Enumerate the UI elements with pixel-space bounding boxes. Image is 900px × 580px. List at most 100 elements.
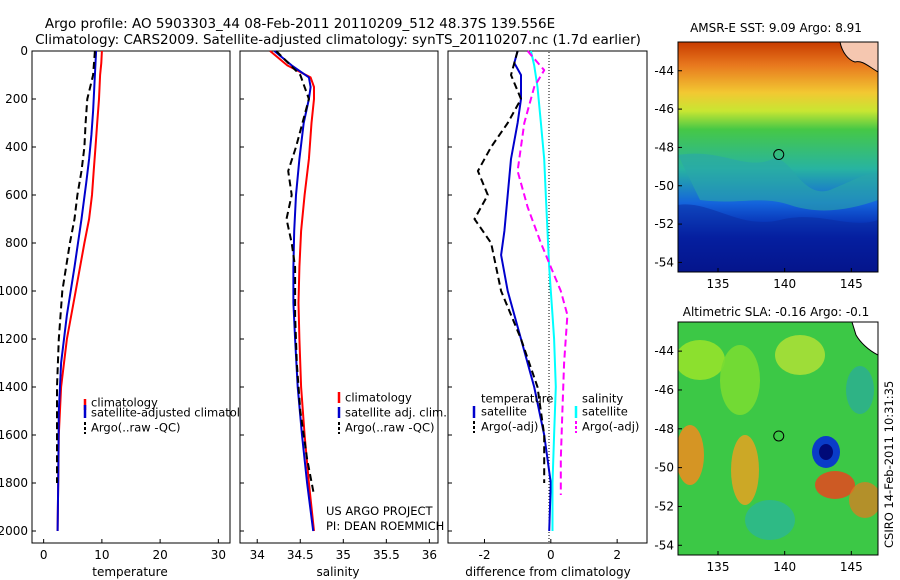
y-tick-label: 800 — [5, 236, 28, 250]
y-tick-label: 0 — [20, 44, 28, 58]
series-line-argo-raw-qc- — [56, 50, 96, 483]
series-line-satellite — [500, 50, 552, 532]
argo-location-marker — [773, 149, 785, 161]
series-line-satellite-adjusted-climatology — [56, 50, 98, 532]
salinity-legend-climatology: climatology — [345, 391, 412, 405]
sst-cold-water — [678, 204, 878, 272]
salinity-xlabel: salinity — [316, 565, 359, 579]
x-tick-label: 35.5 — [373, 548, 400, 562]
salinity-legend-argo: Argo(..raw -QC) — [345, 421, 435, 435]
credit-project: US ARGO PROJECT — [326, 504, 434, 518]
map-y-tick-label: -54 — [654, 255, 674, 269]
sla-map-frame — [677, 321, 879, 556]
temperature-panel: 0 10 20 30 0 200 400 600 800 1000 1200 1400 1600 1800… — [0, 44, 261, 579]
map-y-tick-label: -52 — [654, 499, 674, 513]
temperature-legend-argo: Argo(..raw -QC) — [91, 421, 181, 435]
sla-blob — [678, 340, 725, 380]
sla-map-panel: Altimetric SLA: -0.16 Argo: -0.1 135 140 1… — [654, 305, 879, 574]
x-tick-label: -2 — [478, 548, 490, 562]
tasmania-coast — [839, 42, 878, 73]
temperature-legend-satellite: satellite-adjusted climatology — [91, 406, 261, 420]
map-y-tick-label: -50 — [654, 461, 674, 475]
map-y-tick-label: -46 — [654, 383, 674, 397]
y-tick-label: 600 — [5, 188, 28, 202]
salinity-legend-satellite: satellite adj. clim. — [345, 406, 447, 420]
x-tick-label: 34.5 — [287, 548, 314, 562]
figure-title-line1: Argo profile: AO 5903303_44 08-Feb-2011 … — [45, 16, 555, 32]
y-tick-label: 1600 — [0, 428, 28, 442]
difference-legend-sal-satellite: satellite — [582, 405, 628, 419]
difference-axes — [447, 50, 648, 544]
difference-legend-sal-argo: Argo(-adj) — [582, 420, 639, 434]
series-line-climatology — [56, 50, 103, 532]
temperature-legend-climatology: climatology — [91, 396, 158, 410]
sla-blob — [720, 345, 760, 415]
map-y-tick-label: -44 — [654, 344, 674, 358]
temperature-legend: climatology satellite-adjusted climatolo… — [83, 396, 261, 435]
difference-panel: -2 0 2 difference from climatology tempera… — [447, 50, 648, 579]
y-tick-label: 2000 — [0, 524, 28, 538]
difference-legend-temp-argo: Argo(-adj) — [481, 420, 538, 434]
difference-legend-salinity-header: salinity — [582, 392, 623, 406]
salinity-axes — [239, 50, 439, 544]
x-tick-label: 0 — [40, 548, 48, 562]
map-x-tick-label: 135 — [707, 277, 730, 291]
sla-blob — [819, 444, 833, 460]
series-line-satellite — [529, 50, 557, 531]
salinity-panel: 34 34.5 35 35.5 36 salinity climatology sate… — [239, 50, 447, 579]
sla-blob — [745, 500, 795, 540]
temperature-xlabel: temperature — [92, 565, 167, 579]
sla-blob — [815, 471, 855, 499]
sla-blob — [775, 335, 825, 375]
map-y-tick-label: -48 — [654, 422, 674, 436]
figure-title-line2: Climatology: CARS2009. Satellite-adjuste… — [35, 32, 641, 48]
salinity-legend: climatology satellite adj. clim. Argo(..… — [337, 391, 447, 435]
x-tick-label: 34 — [250, 548, 265, 562]
series-line-argo-adj- — [473, 50, 546, 483]
sla-blob — [846, 366, 874, 414]
x-tick-label: 36 — [422, 548, 437, 562]
map-y-tick-label: -50 — [654, 179, 674, 193]
x-tick-label: 10 — [94, 548, 109, 562]
sla-heatmap — [678, 322, 878, 555]
temperature-axes — [31, 50, 231, 544]
credit-pi: PI: DEAN ROEMMICH — [326, 519, 444, 533]
difference-xlabel: difference from climatology — [465, 565, 631, 579]
y-tick-label: 1400 — [0, 380, 28, 394]
argo-location-marker — [773, 430, 785, 442]
y-tick-label: 1000 — [0, 284, 28, 298]
sst-heatmap — [678, 42, 878, 272]
x-tick-label: 35 — [336, 548, 351, 562]
x-tick-label: 0 — [547, 548, 555, 562]
sla-blob — [849, 482, 878, 518]
y-tick-label: 200 — [5, 92, 28, 106]
sst-front-filament — [678, 153, 878, 211]
map-y-tick-label: -44 — [654, 64, 674, 78]
x-tick-label: 20 — [152, 548, 167, 562]
map-y-tick-label: -48 — [654, 140, 674, 154]
sla-blob — [731, 435, 759, 505]
map-y-tick-label: -54 — [654, 538, 674, 552]
map-x-tick-label: 135 — [707, 560, 730, 574]
y-tick-label: 1200 — [0, 332, 28, 346]
difference-legend: temperature satellite Argo(-adj) salinit… — [472, 392, 639, 434]
map-y-tick-label: -52 — [654, 217, 674, 231]
x-tick-label: 30 — [211, 548, 226, 562]
y-tick-label: 1800 — [0, 476, 28, 490]
map-y-tick-label: -46 — [654, 102, 674, 116]
csiro-timestamp: CSIRO 14-Feb-2011 10:31:35 — [882, 381, 896, 548]
sst-map-frame — [677, 41, 879, 273]
sst-map-title: AMSR-E SST: 9.09 Argo: 8.91 — [690, 21, 862, 35]
sst-map-panel: AMSR-E SST: 9.09 Argo: 8.91 135 140 145 -44… — [654, 21, 879, 291]
sla-map-title: Altimetric SLA: -0.16 Argo: -0.1 — [683, 305, 870, 319]
series-line-climatology — [269, 50, 315, 532]
sla-blob — [678, 425, 704, 485]
series-line-argo-raw-qc- — [275, 50, 315, 496]
x-tick-label: 2 — [613, 548, 621, 562]
map-x-tick-label: 140 — [773, 560, 796, 574]
difference-legend-temp-satellite: satellite — [481, 405, 527, 419]
map-x-tick-label: 140 — [773, 277, 796, 291]
map-x-tick-label: 145 — [840, 560, 863, 574]
y-tick-label: 400 — [5, 140, 28, 154]
